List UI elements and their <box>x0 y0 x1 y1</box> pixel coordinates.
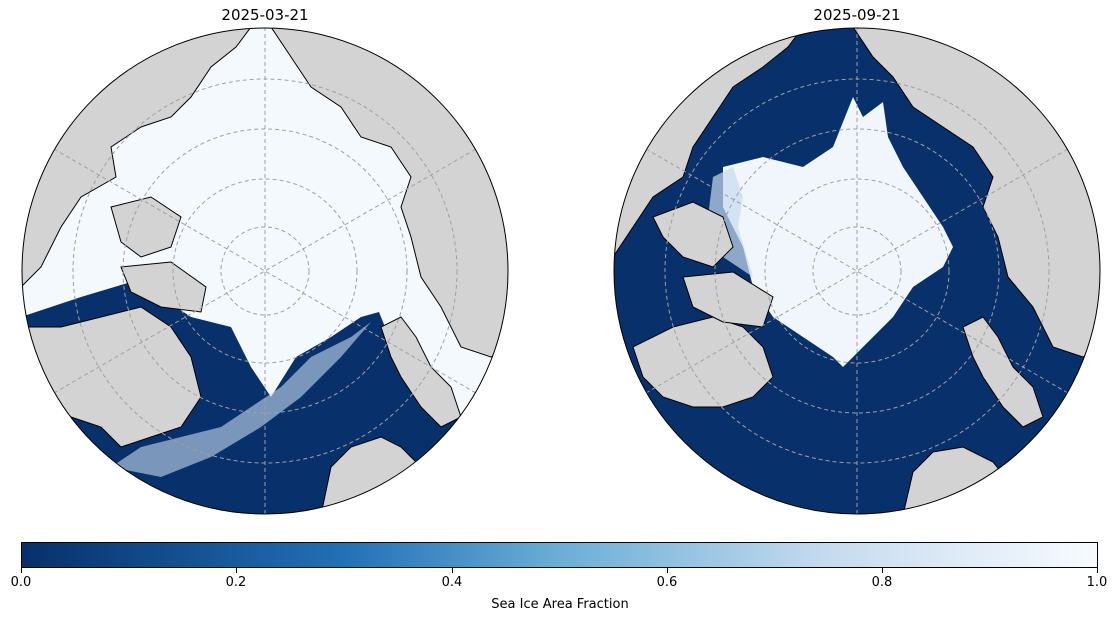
polar-map-march <box>21 27 509 515</box>
colorbar-tick <box>1097 568 1098 573</box>
colorbar-tick <box>667 568 668 573</box>
map-title-september: 2025-09-21 <box>813 6 901 24</box>
land-baffin-island <box>682 271 774 328</box>
land-baffin-island <box>120 261 207 313</box>
colorbar-tick <box>236 568 237 573</box>
colorbar-tick-label: 0.2 <box>225 575 247 590</box>
polar-map-september <box>613 27 1101 515</box>
sea-ice-edge-blur <box>708 167 753 277</box>
land-scandinavia <box>962 316 1044 428</box>
sea-ice-edge-blur <box>111 322 371 477</box>
colorbar-tick <box>452 568 453 573</box>
colorbar-tick-label: 0.4 <box>441 575 463 590</box>
colorbar-tick-label: 0.8 <box>871 575 893 590</box>
colorbar-tick-label: 0.6 <box>656 575 678 590</box>
colorbar-tick <box>882 568 883 573</box>
colorbar-tick <box>21 568 22 573</box>
map-title-march: 2025-03-21 <box>221 6 309 24</box>
land-canadian-archipelago <box>652 201 734 268</box>
colorbar-label: Sea Ice Area Fraction <box>491 597 629 612</box>
colorbar <box>21 542 1098 568</box>
colorbar-tick-label: 1.0 <box>1086 575 1108 590</box>
sea-ice-extent <box>723 97 953 367</box>
colorbar-tick-label: 0.0 <box>10 575 32 590</box>
